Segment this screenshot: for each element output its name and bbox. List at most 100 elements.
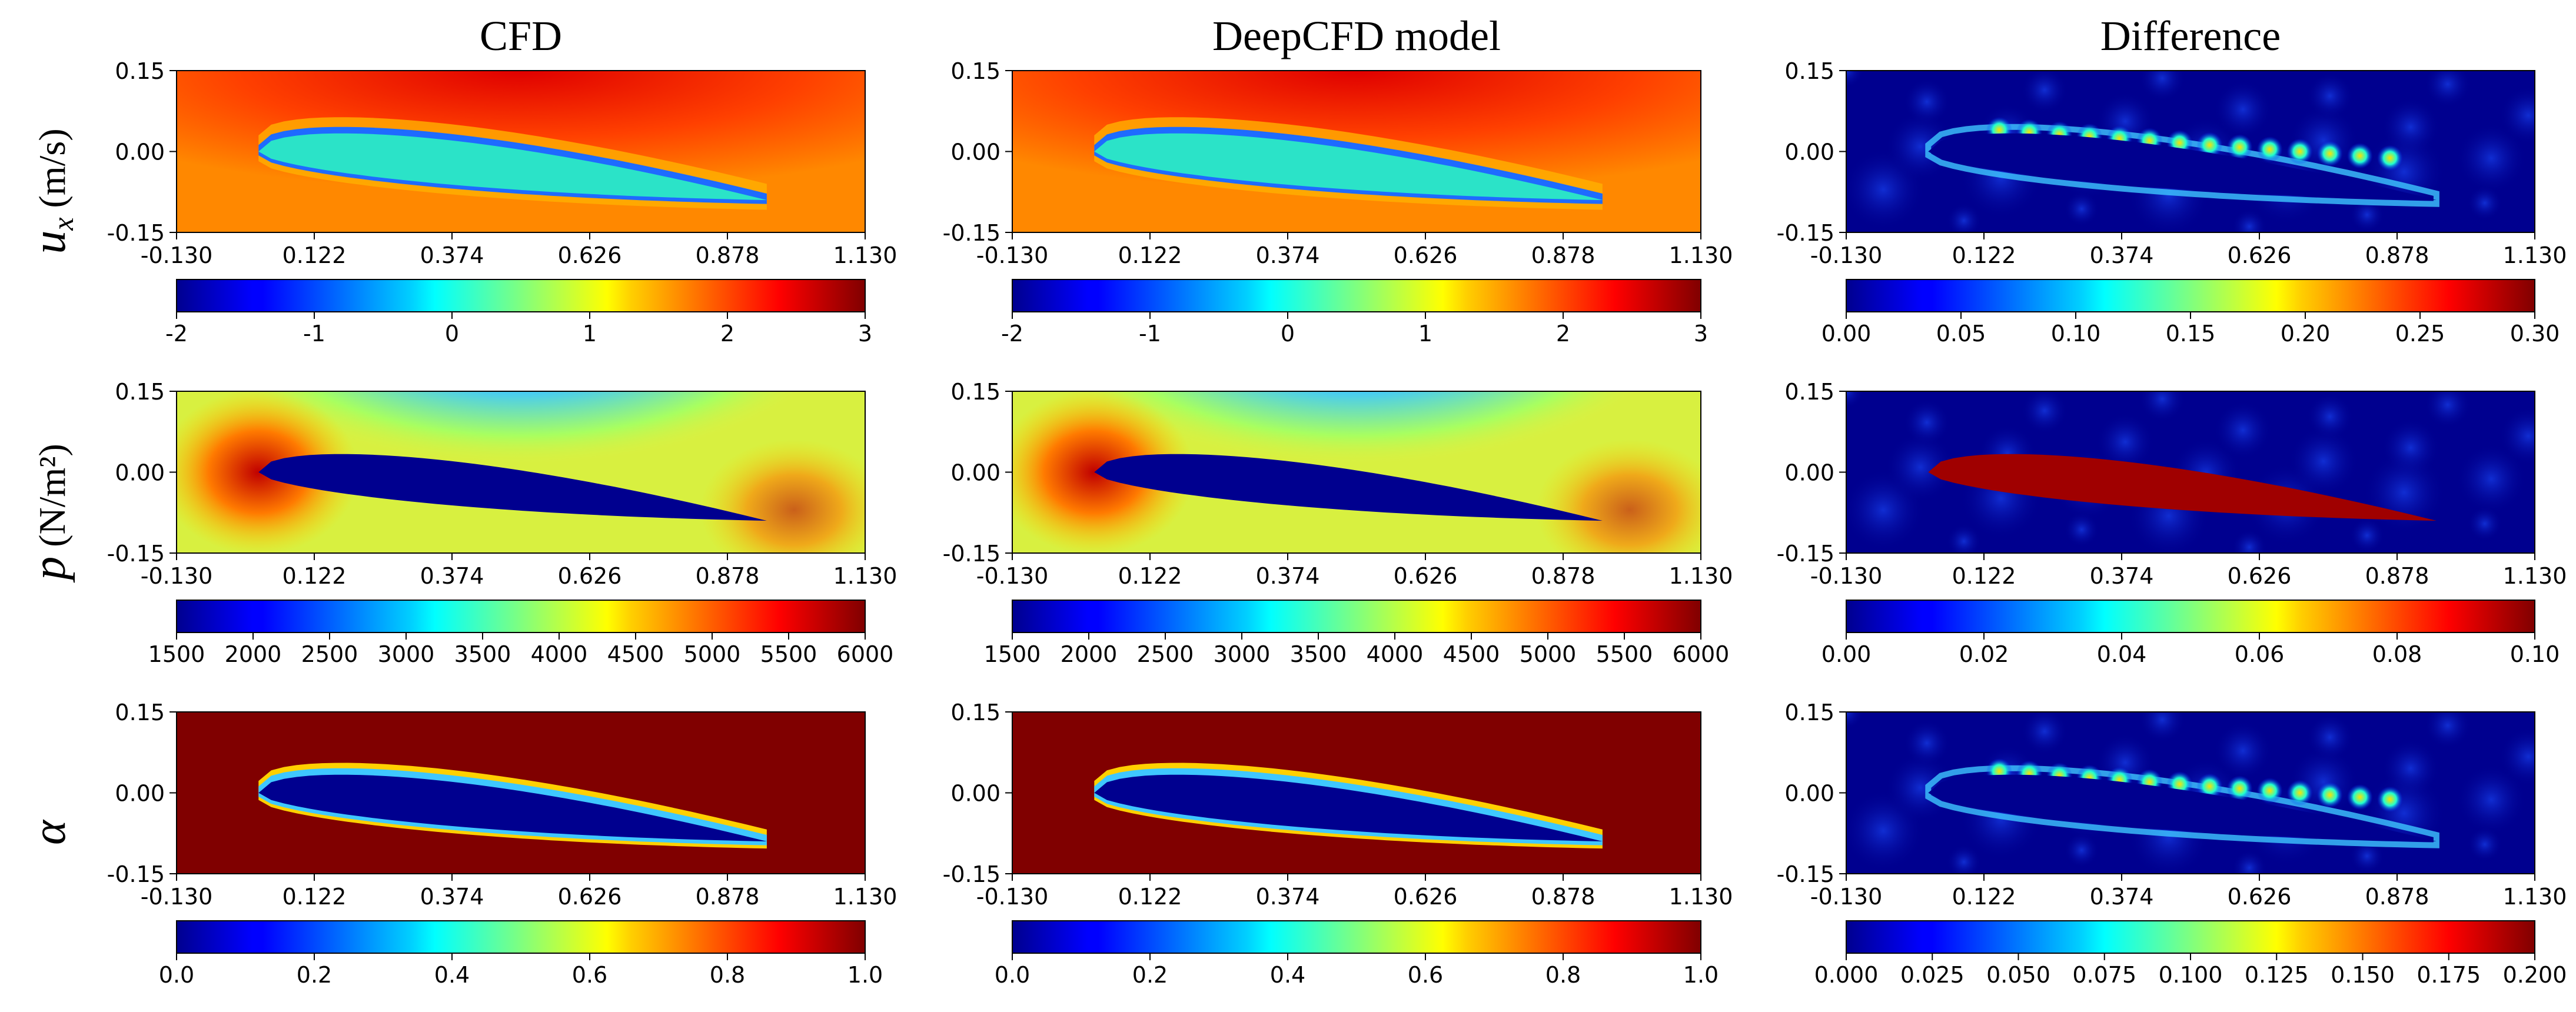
x-tick-label: 0.374 [1256,242,1320,268]
x-tick-label: 0.374 [420,884,484,910]
y-tick-label: 0.00 [950,460,1001,486]
error-spot [2196,132,2223,158]
colorbar-tick-label: 0.2 [1132,962,1168,988]
colorbar-tick-label: 1 [1418,321,1432,347]
colorbar-tick-label: 0.2 [297,962,332,988]
noise-spot [2424,71,2471,108]
x-tick-label: 1.130 [2503,563,2567,589]
noise-spot [2499,407,2535,465]
colorbar-tick-label: 0.050 [1986,962,2050,988]
colorbar-tick-label: 3 [1694,321,1708,347]
row-label-text: p (N/m²) [24,444,75,583]
colorbar-tick-label: 0.02 [1959,641,2009,667]
x-tick-label: 0.878 [1531,884,1596,910]
colorbar-tick-label: 4500 [607,641,664,667]
x-tick-label: 1.130 [833,242,898,268]
y-tick-label: -0.15 [943,861,1001,887]
airfoil-body [258,454,767,521]
column-title: Difference [2100,12,2281,59]
field-image [1012,71,1701,232]
colorbar-tick-label: 3500 [454,641,511,667]
noise-spot [2349,197,2385,232]
noise-spot [1885,432,1956,502]
colorbar-tick-label: 4500 [1443,641,1500,667]
y-tick-label: -0.15 [943,220,1001,246]
y-tick-label: 0.15 [950,58,1001,84]
x-tick-label: 0.878 [2365,563,2429,589]
colorbar-tick-label: -2 [165,321,188,347]
colorbar-tick-label: 2000 [1061,641,1118,667]
colorbar-tick-label: 0.125 [2245,962,2309,988]
y-tick-label: 0.00 [950,781,1001,807]
row-label: α [24,819,75,845]
x-tick-label: 0.374 [420,242,484,268]
noise-spot [2467,506,2502,541]
colorbar-tick-label: 0.20 [2281,321,2331,347]
y-tick-label: 0.00 [115,139,165,165]
panel-p-1: 0.15 0.00 -0.15-0.130 0.122 0.374 0.626 0.878 1… [943,379,1733,667]
colorbar-tick-label: 0.150 [2331,962,2395,988]
x-tick-label: 0.626 [2228,884,2292,910]
x-tick-label: 0.374 [420,563,484,589]
colorbar-tick-label: 0.08 [2372,641,2422,667]
error-spot [2316,782,2343,808]
x-tick-label: 0.374 [1256,563,1320,589]
row-label-symbol: u [24,231,75,254]
colorbar-tick-label: 6000 [1673,641,1730,667]
x-tick-label: 0.122 [282,242,347,268]
y-tick-label: 0.15 [115,379,165,405]
x-tick-label: 1.130 [2503,242,2567,268]
noise-spot [2232,530,2267,553]
colorbar-tick-label: 0.25 [2395,321,2445,347]
colorbar-tick-label: 0 [1281,321,1295,347]
noise-spot [2363,451,2445,534]
x-tick-label: -0.130 [1810,242,1883,268]
x-tick-label: 1.130 [1669,242,1733,268]
colorbar-tick-label: 0.175 [2417,962,2481,988]
x-tick-label: 0.374 [2090,242,2154,268]
y-tick-label: -0.15 [107,861,165,887]
x-tick-label: 0.878 [2365,884,2429,910]
colorbar-tick-label: 3 [858,321,872,347]
noise-spot [2139,71,2186,102]
y-tick-label: 0.15 [950,379,1001,405]
noise-spot [1946,203,1982,232]
noise-spot [2456,123,2527,194]
colorbar-tick-label: 5000 [1520,641,1577,667]
x-tick-label: 0.122 [1118,884,1182,910]
y-tick-label: 0.00 [950,139,1001,165]
row-label-symbol: p [24,557,75,583]
x-tick-label: -0.130 [976,563,1049,589]
panel-alpha-0: 0.15 0.00 -0.15-0.130 0.122 0.374 0.626 0.878 1… [107,700,898,988]
noise-spot [2424,712,2471,749]
airfoil-body [1928,454,2437,521]
x-tick-label: -0.130 [976,242,1049,268]
noise-spot [1846,712,1864,730]
row-label: ux (m/s) [24,128,79,254]
colorbar-tick-label: 0 [445,321,459,347]
airfoil-body [258,774,767,841]
noise-spot [2288,426,2359,497]
x-tick-label: 0.374 [2090,884,2154,910]
field-image [1846,391,2535,553]
colorbar-tick-label: -2 [1001,321,1023,347]
x-tick-label: -0.130 [141,563,213,589]
noise-spot [2139,391,2186,422]
x-tick-label: 0.122 [1118,242,1182,268]
x-tick-label: 1.130 [833,884,898,910]
x-tick-label: 0.878 [696,242,760,268]
colorbar-tick-label: 0.04 [2097,641,2147,667]
noise-spot [1946,524,1982,553]
airfoil-body [1094,133,1603,200]
colorbar-tick-label: 0.10 [2510,641,2560,667]
error-spot [2376,786,2403,813]
field-image [1012,391,1701,553]
x-tick-label: -0.130 [1810,563,1883,589]
panel-u_x-2: 0.15 0.00 -0.15-0.130 0.122 0.374 0.626 0.878 1… [1777,58,2567,347]
error-spot [2286,780,2313,806]
x-tick-label: 0.122 [1952,563,2016,589]
noise-spot [2349,518,2385,553]
noise-spot [2021,71,2068,114]
colorbar-tick-label: 0.06 [2235,641,2285,667]
field-image [177,391,865,553]
